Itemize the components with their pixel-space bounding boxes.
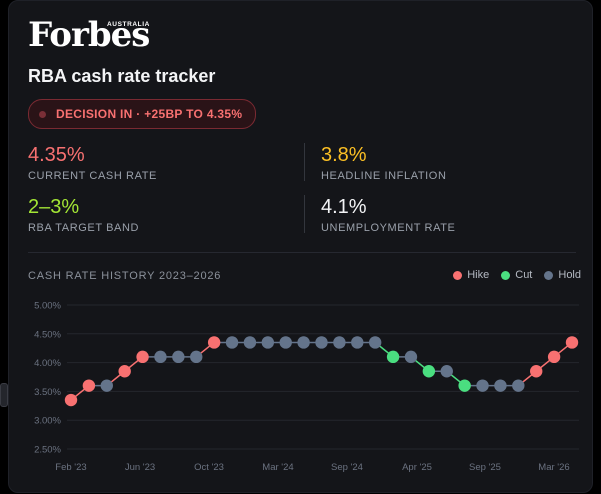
data-point-hike	[547, 350, 561, 364]
stat-value: 4.35%	[28, 144, 85, 166]
data-point-hold	[368, 336, 382, 349]
data-point-hold	[261, 336, 275, 349]
stat-value: 3.8%	[321, 144, 367, 166]
data-point-hold	[297, 336, 310, 349]
data-point-hold	[404, 350, 418, 364]
data-point-hike	[118, 365, 131, 378]
chart-legend: Hike Cut Hold	[453, 269, 581, 281]
x-tick-label: Mar '24	[262, 462, 293, 473]
data-point-hold	[494, 379, 507, 392]
x-tick-label: Feb '23	[55, 462, 86, 473]
stat-label: HEADLINE INFLATION	[321, 170, 447, 182]
stat-rba-target-band: 2–3% RBA TARGET BAND	[28, 195, 139, 234]
y-tick-label: 3.00%	[34, 416, 61, 427]
data-point-hold	[100, 379, 113, 392]
x-tick-label: Mar '26	[538, 462, 569, 473]
stat-label: UNEMPLOYMENT RATE	[321, 222, 456, 234]
legend-item-cut: Cut	[501, 269, 532, 281]
x-tick-label: Apr '25	[402, 462, 432, 473]
stat-headline-inflation: 3.8% HEADLINE INFLATION	[321, 143, 447, 182]
data-point-hold	[476, 379, 489, 392]
legend-label: Hold	[558, 269, 581, 281]
status-dot-icon	[39, 110, 46, 118]
data-point-hike	[136, 350, 149, 364]
stat-value: 2–3%	[28, 196, 80, 218]
forbes-logo[interactable]: Forbes	[28, 15, 150, 55]
cash-rate-chart: 2.50% 3.00% 3.50% 4.00% 4.50% 5.00% Feb '23 Jun…	[34, 301, 579, 473]
data-point-hold	[333, 336, 346, 349]
stat-divider	[304, 195, 305, 233]
page-title: RBA cash rate tracker	[28, 66, 216, 86]
data-point-hold	[279, 336, 292, 349]
data-point-hold	[190, 350, 203, 364]
y-tick-label: 3.50%	[34, 387, 61, 398]
data-point-hold	[440, 365, 453, 378]
legend-item-hold: Hold	[544, 269, 581, 281]
section-divider	[28, 252, 576, 253]
decision-badge: DECISION IN · +25BP TO 4.35%	[28, 99, 257, 129]
data-point-hold	[154, 350, 167, 364]
data-point-hold	[315, 336, 328, 349]
data-point-hold	[243, 336, 257, 349]
edition-label: AUSTRALIA	[107, 21, 150, 28]
x-tick-label: Sep '24	[331, 462, 363, 473]
stat-label: CURRENT CASH RATE	[28, 170, 157, 182]
y-tick-label: 4.50%	[34, 329, 61, 340]
decision-badge-label: DECISION IN · +25BP TO 4.35%	[56, 107, 243, 121]
legend-item-hike: Hike	[453, 269, 489, 281]
y-tick-label: 2.50%	[34, 445, 61, 456]
legend-label: Cut	[515, 269, 533, 281]
data-point-hike	[64, 393, 78, 407]
data-point-hike	[565, 336, 579, 349]
data-point-hike	[530, 365, 543, 378]
stat-current-cash-rate: 4.35% CURRENT CASH RATE	[28, 143, 157, 182]
data-point-cut	[458, 379, 471, 392]
stat-label: RBA TARGET BAND	[28, 222, 140, 234]
window-resize-handle[interactable]	[0, 383, 8, 407]
x-tick-label: Sep '25	[469, 462, 501, 473]
chart-title: CASH RATE HISTORY 2023–2026	[28, 270, 222, 282]
data-point-hike	[207, 336, 221, 349]
x-tick-label: Oct '23	[194, 462, 224, 473]
data-point-cut	[386, 350, 400, 364]
tracker-card: Forbes AUSTRALIA RBA cash rate tracker D…	[8, 0, 593, 493]
stat-unemployment-rate: 4.1% UNEMPLOYMENT RATE	[321, 195, 455, 234]
data-point-hold	[351, 336, 364, 349]
stat-value: 4.1%	[321, 196, 367, 218]
y-tick-label: 4.00%	[34, 358, 61, 369]
data-point-hold	[225, 336, 239, 349]
hold-swatch-icon	[544, 270, 554, 280]
stat-divider	[304, 143, 305, 181]
data-point-hold	[512, 379, 525, 392]
data-point-hike	[82, 379, 96, 392]
data-point-hold	[172, 350, 185, 364]
hike-swatch-icon	[453, 270, 463, 280]
legend-label: Hike	[467, 269, 490, 281]
x-tick-label: Jun '23	[125, 462, 155, 473]
y-tick-label: 5.00%	[34, 301, 61, 312]
cut-swatch-icon	[501, 270, 511, 280]
data-point-cut	[422, 365, 436, 378]
